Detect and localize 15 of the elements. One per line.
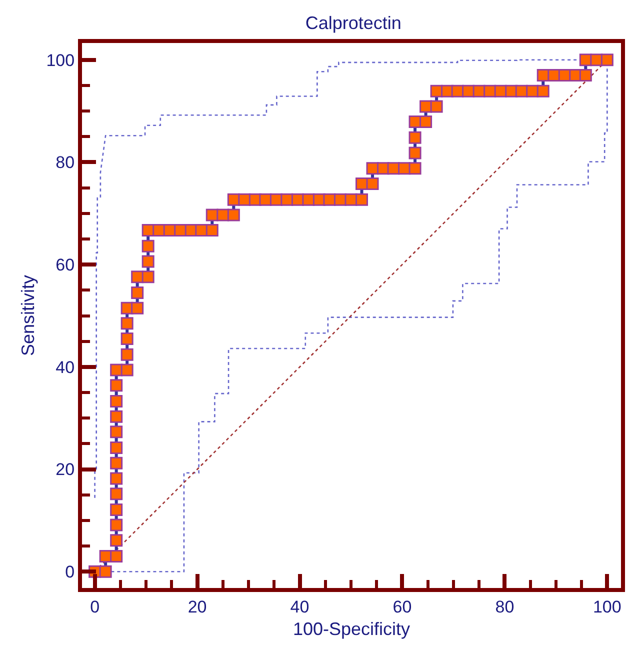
y-tick-label: 80 xyxy=(56,153,75,172)
x-tick-label: 0 xyxy=(90,597,100,616)
x-tick-label: 80 xyxy=(495,597,514,616)
x-tick-label: 40 xyxy=(290,597,310,616)
y-tick-label: 40 xyxy=(56,358,75,377)
y-tick-label: 100 xyxy=(46,50,75,70)
y-tick-label: 20 xyxy=(56,460,75,480)
x-tick-label: 60 xyxy=(392,597,412,616)
x-tick-label: 20 xyxy=(188,597,207,616)
y-axis-title: Sensitivity xyxy=(18,274,38,356)
y-tick-label: 60 xyxy=(56,256,75,275)
chart-title: Calprotectin xyxy=(305,12,402,33)
x-axis-title: 100-Specificity xyxy=(292,619,410,639)
x-tick-label: 100 xyxy=(592,597,622,616)
y-tick-label: 0 xyxy=(65,562,75,582)
